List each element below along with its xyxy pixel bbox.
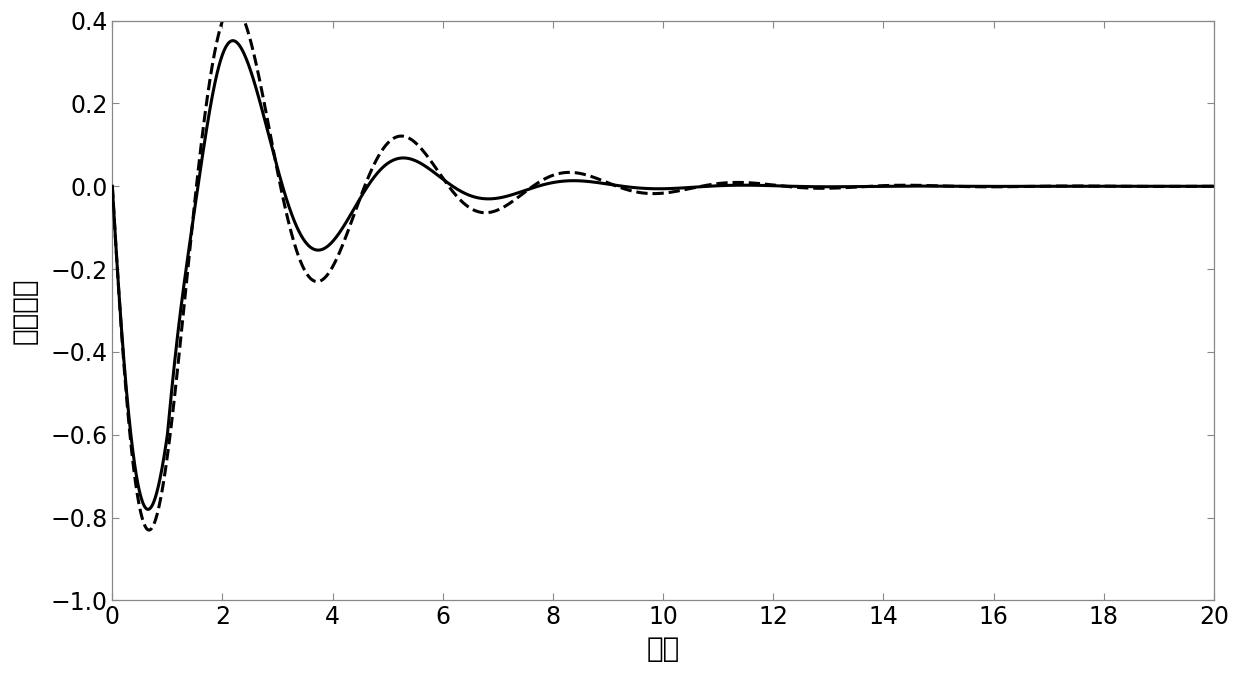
X-axis label: 时间: 时间 [646, 635, 680, 663]
Y-axis label: 负载摆角: 负载摆角 [11, 277, 40, 344]
